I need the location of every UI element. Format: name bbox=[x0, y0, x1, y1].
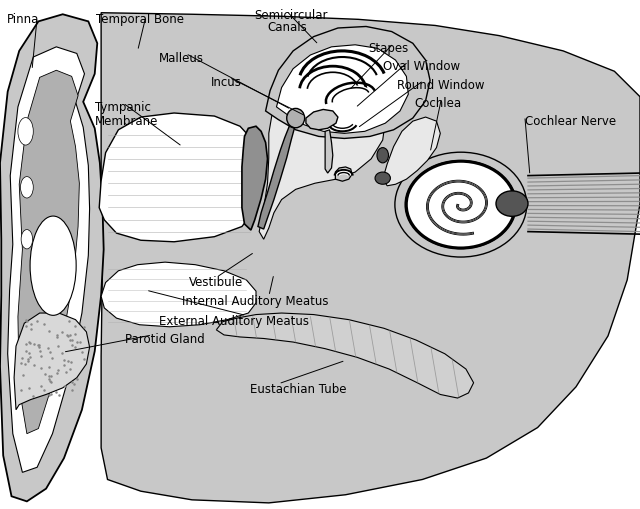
Text: Eustachian Tube: Eustachian Tube bbox=[250, 383, 346, 396]
Polygon shape bbox=[0, 14, 104, 501]
Polygon shape bbox=[8, 47, 90, 472]
Ellipse shape bbox=[377, 148, 388, 163]
Polygon shape bbox=[242, 126, 268, 230]
Polygon shape bbox=[18, 70, 79, 434]
Text: Cochlear Nerve: Cochlear Nerve bbox=[525, 115, 616, 128]
Text: Internal Auditory Meatus: Internal Auditory Meatus bbox=[182, 295, 329, 308]
Polygon shape bbox=[101, 13, 640, 503]
Text: Pinna: Pinna bbox=[6, 13, 39, 26]
Text: Semicircular: Semicircular bbox=[255, 9, 328, 22]
Text: Tympanic: Tympanic bbox=[95, 101, 150, 114]
Circle shape bbox=[395, 152, 527, 257]
Polygon shape bbox=[335, 167, 352, 181]
Text: Malleus: Malleus bbox=[159, 52, 204, 65]
Ellipse shape bbox=[30, 216, 76, 316]
Circle shape bbox=[375, 172, 390, 184]
Text: Round Window: Round Window bbox=[397, 79, 484, 92]
Polygon shape bbox=[325, 130, 333, 173]
Polygon shape bbox=[276, 45, 408, 133]
Polygon shape bbox=[14, 313, 90, 410]
Text: Stapes: Stapes bbox=[368, 42, 408, 55]
Text: Incus: Incus bbox=[211, 76, 242, 90]
Ellipse shape bbox=[21, 230, 33, 249]
Circle shape bbox=[496, 191, 528, 216]
Polygon shape bbox=[216, 313, 474, 398]
Ellipse shape bbox=[20, 177, 33, 198]
Text: Oval Window: Oval Window bbox=[383, 60, 460, 73]
Polygon shape bbox=[266, 26, 430, 138]
Circle shape bbox=[405, 160, 516, 249]
Text: Parotid Gland: Parotid Gland bbox=[125, 333, 205, 347]
Text: Membrane: Membrane bbox=[95, 115, 158, 128]
Polygon shape bbox=[306, 109, 338, 130]
Polygon shape bbox=[258, 126, 294, 229]
Polygon shape bbox=[383, 117, 440, 186]
Text: External Auditory Meatus: External Auditory Meatus bbox=[159, 315, 308, 328]
Polygon shape bbox=[99, 113, 261, 242]
Text: Cochlea: Cochlea bbox=[415, 97, 462, 110]
Ellipse shape bbox=[18, 118, 33, 145]
Polygon shape bbox=[101, 262, 256, 327]
Text: Canals: Canals bbox=[268, 21, 307, 35]
Polygon shape bbox=[259, 77, 385, 239]
Text: Temporal Bone: Temporal Bone bbox=[96, 13, 184, 26]
Text: Vestibule: Vestibule bbox=[189, 276, 243, 289]
Ellipse shape bbox=[287, 108, 305, 128]
